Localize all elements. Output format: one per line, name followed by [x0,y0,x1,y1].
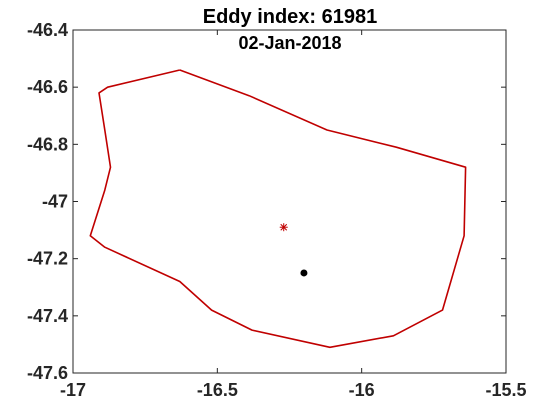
y-tick-label: -47.4 [27,306,68,326]
x-axis: -17 -16.5 -16 -15.5 [60,30,527,400]
eddy-dot-marker [300,269,308,277]
y-tick-label: -47.2 [27,249,68,269]
y-tick-label: -47 [42,192,68,212]
eddy-center-asterisk [279,223,288,232]
y-tick-label: -47.6 [27,363,68,383]
y-axis: -46.4 -46.6 -46.8 -47 -47.2 -47.4 -47.6 [27,20,506,383]
series-layer [89,69,467,349]
y-tick-label: -46.6 [27,77,68,97]
y-tick-label: -46.4 [27,20,68,40]
x-tick-label: -16 [349,380,375,400]
x-tick-label: -17 [60,380,86,400]
y-tick-label: -46.8 [27,134,68,154]
eddy-contour-line [89,69,467,349]
plot-area: -17 -16.5 -16 -15.5 -46.4 -46.6 -46.8 -47 -47.2… [27,20,527,400]
axes-box [72,29,507,374]
chart-subtitle: 02-Jan-2018 [238,33,341,53]
x-tick-label: -15.5 [485,380,526,400]
x-tick-label: -16.5 [197,380,238,400]
chart-title: Eddy index: 61981 [203,6,378,28]
